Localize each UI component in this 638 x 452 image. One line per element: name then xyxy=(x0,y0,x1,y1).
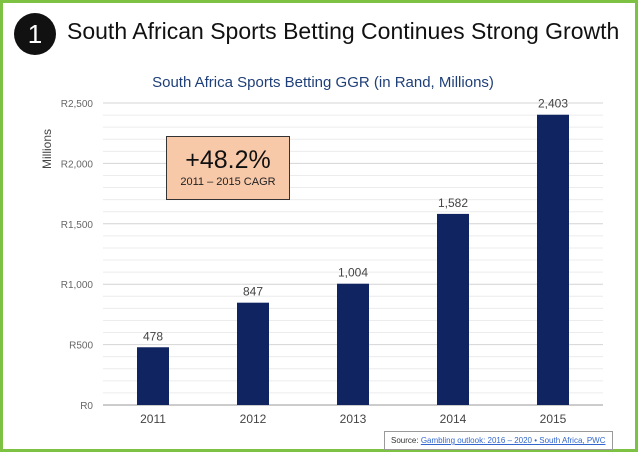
x-tick-label: 2014 xyxy=(440,412,467,426)
x-tick-label: 2013 xyxy=(340,412,367,426)
source-link[interactable]: Gambling outlook: 2016 – 2020 • South Af… xyxy=(420,436,606,445)
slide-header: 1 South African Sports Betting Continues… xyxy=(3,3,635,65)
y-tick-label: R2,500 xyxy=(61,99,94,110)
bar-2011 xyxy=(137,347,169,405)
data-label-2014: 1,582 xyxy=(438,196,468,210)
chart-title: South Africa Sports Betting GGR (in Rand… xyxy=(152,74,494,91)
y-tick-label: R500 xyxy=(69,341,93,352)
cagr-callout: +48.2% 2011 – 2015 CAGR xyxy=(166,136,290,200)
y-tick-label: R2,000 xyxy=(61,159,94,170)
bar-2015 xyxy=(537,114,569,406)
cagr-value: +48.2% xyxy=(185,146,271,174)
source-prefix: Source: xyxy=(391,436,419,445)
data-label-2011: 478 xyxy=(143,329,163,343)
y-tick-label: R0 xyxy=(80,401,93,412)
x-tick-label: 2011 xyxy=(140,412,166,426)
source-note: Source: Gambling outlook: 2016 – 2020 • … xyxy=(384,431,613,450)
bar-chart: South Africa Sports Betting GGR (in Rand… xyxy=(40,74,603,426)
bar-2012 xyxy=(237,302,269,405)
slide-headline: South African Sports Betting Continues S… xyxy=(67,18,620,44)
bar-2014 xyxy=(437,213,469,405)
x-tick-label: 2012 xyxy=(240,412,267,426)
chart-panel: South Africa Sports Betting GGR (in Rand… xyxy=(3,65,635,450)
cagr-caption: 2011 – 2015 CAGR xyxy=(180,176,276,188)
step-number-badge: 1 xyxy=(14,13,56,55)
data-label-2015: 2,403 xyxy=(538,97,568,111)
x-tick-label: 2015 xyxy=(540,412,567,426)
data-label-2013: 1,004 xyxy=(338,266,368,280)
y-axis-label: Millions xyxy=(40,129,54,169)
y-tick-label: R1,000 xyxy=(61,280,94,291)
y-tick-label: R1,500 xyxy=(61,220,94,231)
bar-2013 xyxy=(337,283,369,405)
data-label-2012: 847 xyxy=(243,285,263,299)
